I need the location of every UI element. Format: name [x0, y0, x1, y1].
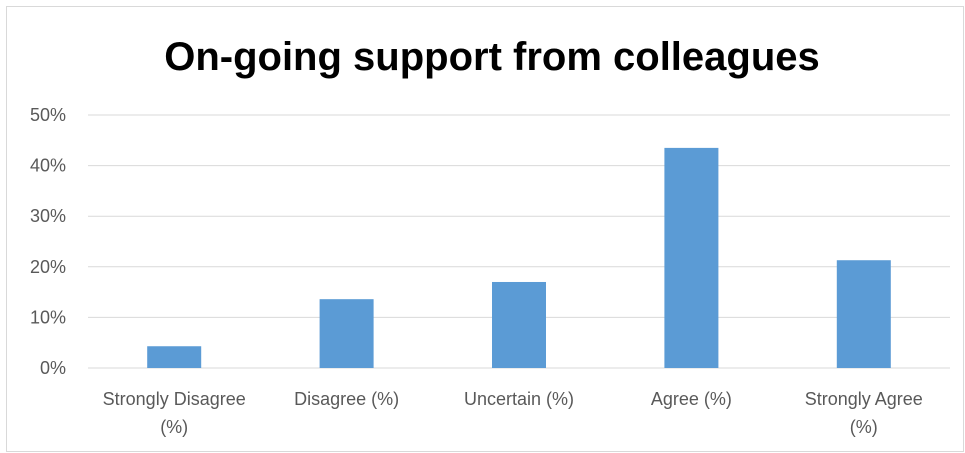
x-tick-label: Strongly Agree (%) — [805, 389, 923, 437]
bar — [664, 147, 719, 368]
bar — [836, 260, 891, 368]
y-tick-label: 0% — [40, 358, 66, 378]
y-tick-label: 20% — [30, 257, 66, 277]
x-tick-label: Disagree (%) — [294, 389, 399, 409]
y-tick-label: 10% — [30, 307, 66, 327]
y-tick-label: 50% — [30, 105, 66, 125]
chart-frame — [6, 6, 964, 452]
gridlines — [88, 114, 950, 369]
x-tick-label: Uncertain (%) — [464, 389, 574, 409]
y-axis: 0% 10% 20% 30% 40% 50% — [30, 105, 66, 378]
bars — [147, 147, 891, 368]
bar — [492, 281, 546, 368]
y-tick-label: 40% — [30, 156, 66, 176]
x-tick-label: Strongly Disagree (%) — [103, 389, 246, 437]
chart-title: On-going support from colleagues — [164, 35, 820, 79]
bar — [319, 299, 374, 368]
y-tick-label: 30% — [30, 206, 66, 226]
x-axis: Strongly Disagree (%) Disagree (%) Uncertai… — [103, 389, 923, 437]
x-tick-label: Agree (%) — [651, 389, 732, 409]
bar — [147, 346, 202, 368]
